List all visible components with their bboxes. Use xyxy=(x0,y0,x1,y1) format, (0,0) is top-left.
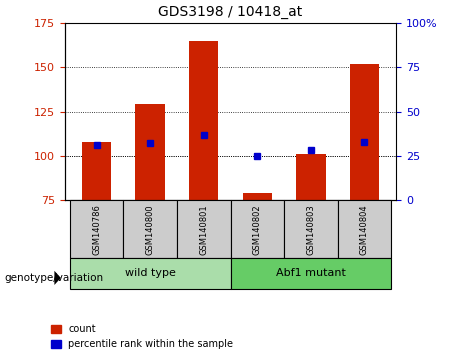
Bar xyxy=(230,258,391,289)
Bar xyxy=(189,41,219,200)
Bar xyxy=(349,64,379,200)
Text: Abf1 mutant: Abf1 mutant xyxy=(276,268,346,279)
Text: wild type: wild type xyxy=(125,268,176,279)
Polygon shape xyxy=(54,271,61,285)
Bar xyxy=(242,193,272,200)
Bar xyxy=(337,200,391,258)
Text: GSM140801: GSM140801 xyxy=(199,204,208,255)
Bar xyxy=(296,154,325,200)
Text: GSM140800: GSM140800 xyxy=(146,204,155,255)
Legend: count, percentile rank within the sample: count, percentile rank within the sample xyxy=(51,324,233,349)
Bar xyxy=(284,200,337,258)
Bar xyxy=(230,200,284,258)
Text: GSM140786: GSM140786 xyxy=(92,204,101,255)
Bar xyxy=(70,200,124,258)
Bar xyxy=(136,104,165,200)
Text: genotype/variation: genotype/variation xyxy=(5,273,104,283)
Bar xyxy=(177,200,230,258)
Text: GSM140802: GSM140802 xyxy=(253,204,262,255)
Title: GDS3198 / 10418_at: GDS3198 / 10418_at xyxy=(159,5,302,19)
Bar xyxy=(82,142,112,200)
Bar xyxy=(70,258,230,289)
Text: GSM140803: GSM140803 xyxy=(306,204,315,255)
Bar xyxy=(124,200,177,258)
Text: GSM140804: GSM140804 xyxy=(360,204,369,255)
